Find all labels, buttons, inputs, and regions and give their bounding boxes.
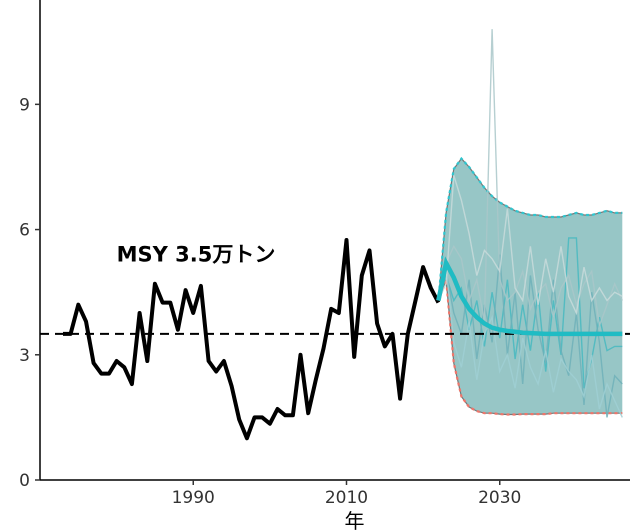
- x-axis-title: 年: [345, 509, 365, 532]
- observed-series-line: [63, 238, 441, 441]
- line-layer: [40, 238, 630, 441]
- band-lower-edge: [437, 279, 623, 416]
- trajectory-5: [437, 175, 623, 316]
- projection-band-fill: [438, 158, 623, 415]
- axes-layer: 0 3 6 9 1990 2010 2030: [19, 0, 630, 508]
- y-tick-label-9: 9: [19, 95, 30, 115]
- msy-annotation: MSY 3.5万トン: [117, 242, 276, 266]
- y-tick-label-0: 0: [19, 471, 30, 491]
- trajectory-3: [437, 266, 623, 418]
- y-tick-label-6: 6: [19, 221, 30, 241]
- trajectory-2: [437, 254, 623, 418]
- trajectory-4: [437, 29, 623, 326]
- x-tick-label-2030: 2030: [478, 488, 521, 508]
- band-upper-edge: [437, 156, 623, 301]
- median-projection-line: [436, 256, 623, 337]
- projection-band-layer: [437, 156, 623, 416]
- label-layer: MSY 3.5万トン 年: [117, 242, 365, 532]
- x-tick-label-1990: 1990: [172, 488, 215, 508]
- y-tick-label-3: 3: [19, 346, 30, 366]
- trajectory-layer: [437, 29, 623, 418]
- x-tick-label-2010: 2010: [325, 488, 368, 508]
